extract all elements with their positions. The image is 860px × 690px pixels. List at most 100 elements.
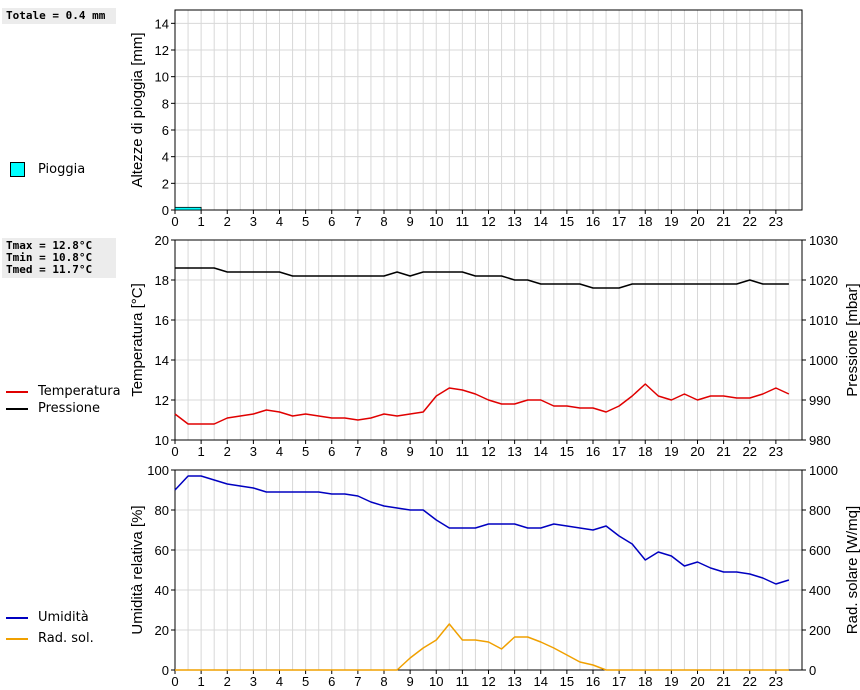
x-tick-label: 11 [456, 214, 470, 229]
x-tick-label: 0 [171, 214, 178, 229]
x-tick-label: 11 [456, 444, 470, 459]
x-tick-label: 8 [380, 214, 387, 229]
x-tick-label: 14 [534, 444, 548, 459]
y-axis-label: Umidità relativa [%] [129, 505, 146, 634]
radiation-legend-label: Rad. sol. [38, 631, 94, 646]
rain-legend-swatch [10, 162, 25, 177]
x-tick-label: 7 [354, 214, 361, 229]
x-tick-label: 13 [507, 214, 521, 229]
y2-tick-label: 1030 [809, 233, 838, 248]
y2-tick-label: 400 [809, 583, 831, 598]
tmed-text: Tmed = 11.7°C [6, 263, 93, 276]
temperature-legend-swatch [6, 391, 28, 393]
y-tick-label: 16 [155, 313, 169, 328]
x-tick-label: 5 [302, 444, 309, 459]
x-tick-label: 19 [664, 444, 678, 459]
x-tick-label: 6 [328, 214, 335, 229]
rain-legend-label: Pioggia [38, 162, 86, 177]
x-tick-label: 18 [638, 674, 652, 689]
x-tick-label: 15 [560, 444, 574, 459]
tmax-text: Tmax = 12.8°C [6, 239, 93, 252]
x-tick-label: 13 [507, 444, 521, 459]
pressure-legend-swatch [6, 408, 28, 410]
x-tick-label: 16 [586, 674, 600, 689]
x-tick-label: 12 [481, 674, 495, 689]
y-tick-label: 0 [162, 663, 169, 678]
x-tick-label: 12 [481, 444, 495, 459]
x-tick-label: 18 [638, 214, 652, 229]
x-tick-label: 17 [612, 444, 626, 459]
y-axis-label: Temperatura [°C] [129, 283, 146, 397]
y-tick-label: 4 [162, 150, 169, 165]
x-tick-label: 15 [560, 214, 574, 229]
series-line-umidit [174, 475, 790, 585]
x-tick-label: 16 [586, 214, 600, 229]
x-tick-label: 4 [276, 444, 283, 459]
x-tick-label: 18 [638, 444, 652, 459]
y2-tick-label: 1000 [809, 353, 838, 368]
x-tick-label: 6 [328, 444, 335, 459]
y-tick-label: 20 [155, 623, 169, 638]
rain-total-summary: Totale = 0.4 mm [2, 8, 116, 24]
x-tick-label: 1 [198, 674, 205, 689]
y-tick-label: 18 [155, 273, 169, 288]
x-tick-label: 14 [534, 674, 548, 689]
x-tick-label: 8 [380, 444, 387, 459]
humidity-legend-swatch [6, 617, 28, 619]
x-tick-label: 10 [429, 444, 443, 459]
x-tick-label: 12 [481, 214, 495, 229]
y-tick-label: 80 [155, 503, 169, 518]
x-tick-label: 6 [328, 674, 335, 689]
temperature-legend-label: Temperatura [38, 384, 121, 399]
x-tick-label: 11 [456, 674, 470, 689]
humidity-legend-label: Umidità [38, 610, 89, 625]
x-tick-label: 3 [250, 214, 257, 229]
y-axis-label: Altezze di pioggia [mm] [129, 32, 146, 187]
x-tick-label: 22 [743, 674, 757, 689]
x-tick-label: 20 [690, 444, 704, 459]
y-tick-label: 100 [147, 463, 169, 478]
x-tick-label: 7 [354, 674, 361, 689]
x-tick-label: 15 [560, 674, 574, 689]
temperature-summary: Tmax = 12.8°C Tmin = 10.8°C Tmed = 11.7°… [2, 238, 116, 278]
x-tick-label: 19 [664, 214, 678, 229]
x-tick-label: 4 [276, 674, 283, 689]
y2-tick-label: 980 [809, 433, 831, 448]
y-tick-label: 60 [155, 543, 169, 558]
x-tick-label: 21 [716, 214, 730, 229]
y-tick-label: 12 [155, 393, 169, 408]
y2-tick-label: 200 [809, 623, 831, 638]
y-tick-label: 10 [155, 70, 169, 85]
y2-axis-label: Pressione [mbar] [844, 283, 860, 396]
y-tick-label: 14 [155, 353, 169, 368]
x-tick-label: 8 [380, 674, 387, 689]
x-tick-label: 20 [690, 214, 704, 229]
y-tick-label: 10 [155, 433, 169, 448]
x-tick-label: 0 [171, 674, 178, 689]
x-tick-label: 22 [743, 214, 757, 229]
x-tick-label: 22 [743, 444, 757, 459]
series-line-temperatura [174, 383, 790, 425]
y2-tick-label: 600 [809, 543, 831, 558]
x-tick-label: 14 [534, 214, 548, 229]
x-tick-label: 21 [716, 674, 730, 689]
x-tick-label: 16 [586, 444, 600, 459]
y2-tick-label: 1020 [809, 273, 838, 288]
x-tick-label: 17 [612, 214, 626, 229]
x-tick-label: 23 [769, 674, 783, 689]
x-tick-label: 1 [198, 214, 205, 229]
x-tick-label: 1 [198, 444, 205, 459]
x-tick-label: 17 [612, 674, 626, 689]
series-line-pressione [175, 267, 789, 289]
x-tick-label: 9 [407, 444, 414, 459]
x-tick-label: 5 [302, 214, 309, 229]
y-tick-label: 0 [162, 203, 169, 218]
rain-total-text: Totale = 0.4 mm [6, 9, 106, 22]
x-tick-label: 5 [302, 674, 309, 689]
radiation-legend-swatch [6, 638, 28, 640]
x-tick-label: 2 [224, 444, 231, 459]
x-tick-label: 3 [250, 674, 257, 689]
x-tick-label: 10 [429, 214, 443, 229]
series-line-rad-sol [175, 623, 789, 671]
